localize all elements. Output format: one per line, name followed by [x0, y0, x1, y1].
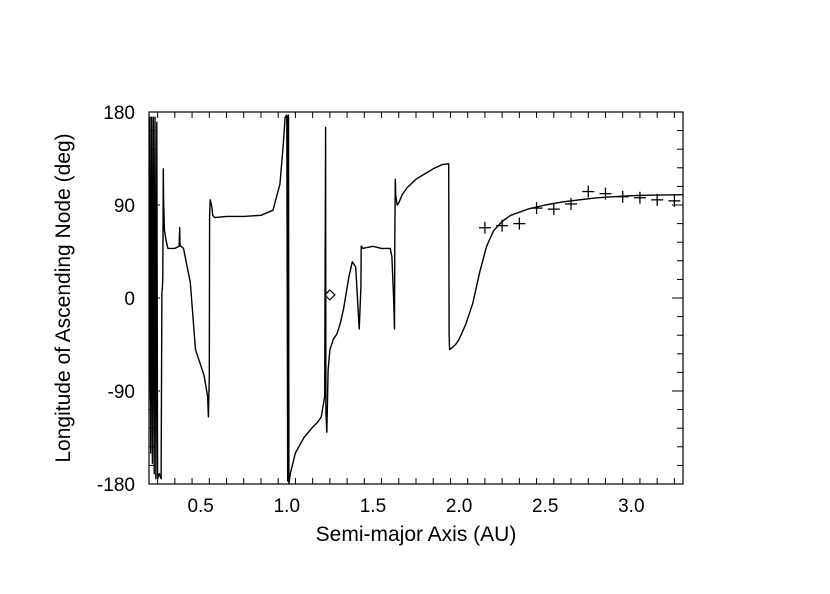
- series-line: [149, 114, 683, 484]
- x-tick-label: 2.5: [532, 496, 558, 517]
- y-axis-label: Longitude of Ascending Node (deg): [52, 133, 75, 462]
- plus-marker: [565, 197, 578, 210]
- y-tick-label: 180: [103, 103, 135, 124]
- series-layer: [149, 114, 683, 484]
- x-axis-label: Semi-major Axis (AU): [316, 523, 517, 546]
- plus-marker: [599, 187, 612, 200]
- y-tick-label: 90: [114, 196, 135, 217]
- y-tick-label: -180: [97, 475, 135, 496]
- y-axis: -180 -90 0 90 180: [97, 103, 683, 496]
- plus-marker: [616, 190, 629, 203]
- plus-marker: [651, 193, 664, 206]
- y-tick-label: 0: [124, 289, 135, 310]
- plus-marker: [513, 217, 526, 230]
- plus-marker: [547, 203, 560, 216]
- x-tick-label: 1.5: [360, 496, 386, 517]
- plus-marker: [496, 219, 509, 232]
- plot-frame: [148, 111, 684, 485]
- plus-marker: [582, 185, 595, 198]
- plus-marker: [633, 191, 646, 204]
- x-tick-label: 0.5: [187, 496, 213, 517]
- x-tick-label: 2.0: [446, 496, 472, 517]
- x-axis: 0.5 1.0 1.5 2.0 2.5 3.0: [157, 112, 675, 517]
- y-tick-label: -90: [108, 382, 135, 403]
- x-tick-label: 1.0: [274, 496, 300, 517]
- plus-marker: [478, 221, 491, 234]
- x-tick-label: 3.0: [618, 496, 644, 517]
- plus-marker: [668, 194, 681, 207]
- diamond-marker: [324, 289, 336, 301]
- plus-marker: [530, 202, 543, 215]
